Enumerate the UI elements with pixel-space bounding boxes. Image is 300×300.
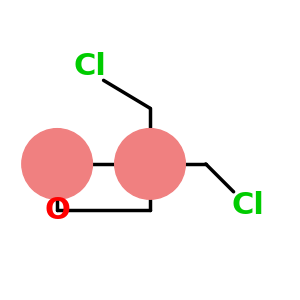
Text: O: O bbox=[44, 196, 70, 225]
Text: Cl: Cl bbox=[73, 52, 106, 81]
Circle shape bbox=[22, 129, 92, 199]
Text: Cl: Cl bbox=[231, 191, 264, 220]
Circle shape bbox=[115, 129, 185, 199]
